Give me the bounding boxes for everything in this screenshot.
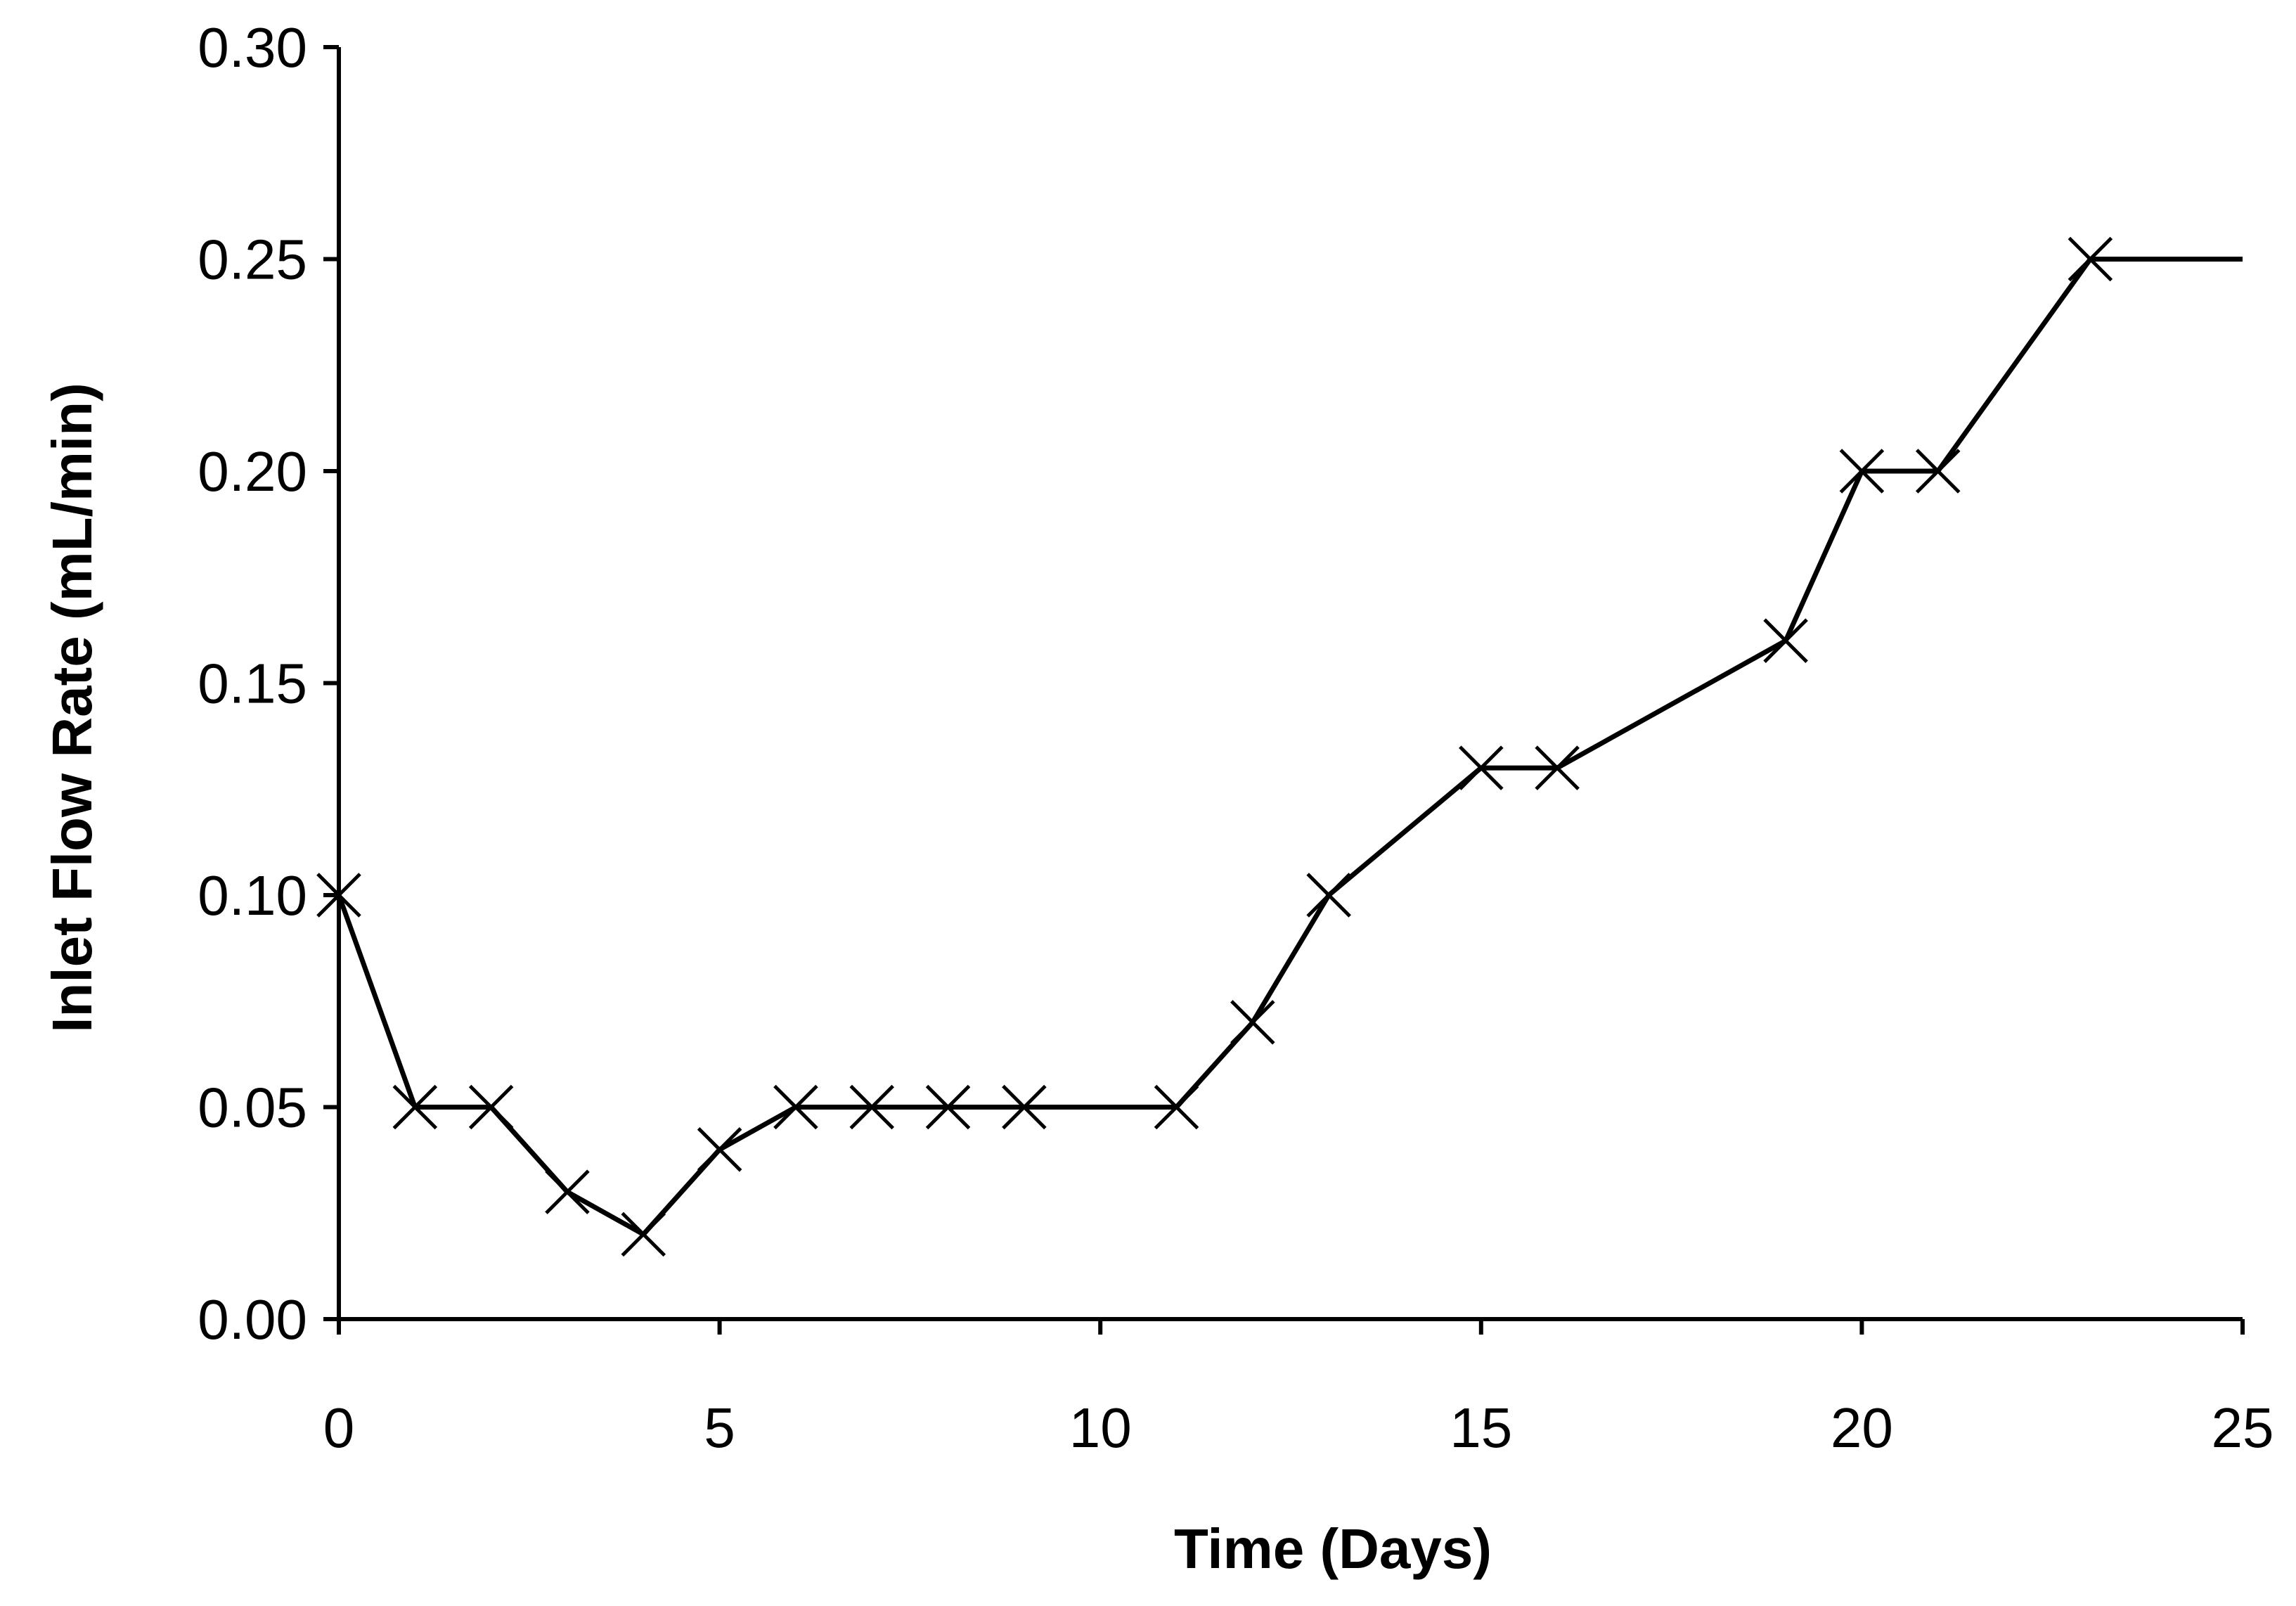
x-tick-label: 10	[1069, 1396, 1132, 1459]
x-axis-title: Time (Days)	[1174, 1517, 1492, 1580]
data-point-marker	[1459, 745, 1504, 790]
tick-labels: 0.00 0.05 0.10 0.15 0.20 0.25 0.30 0 5 10 15 20 25	[198, 16, 2274, 1459]
data-point-marker	[773, 1084, 818, 1130]
y-axis-title: Inlet Flow Rate (mL/min)	[41, 383, 103, 1032]
series-line	[336, 257, 2093, 1237]
data-point-marker	[316, 873, 361, 918]
data-point-marker	[1002, 1084, 1047, 1130]
x-tick-label: 0	[323, 1396, 355, 1459]
data-point-marker	[1154, 1084, 1199, 1130]
y-tick-label: 0.25	[198, 229, 307, 291]
axes	[323, 45, 2245, 1335]
x-tick-label: 20	[1831, 1396, 1893, 1459]
y-tick-label: 0.20	[198, 440, 307, 503]
y-tick-label: 0.15	[198, 653, 307, 715]
series-markers	[316, 236, 2113, 1257]
data-point-marker	[697, 1127, 742, 1172]
data-point-marker	[1915, 449, 1961, 494]
data-point-marker	[849, 1084, 895, 1130]
x-tick-label: 5	[704, 1396, 735, 1459]
data-point-marker	[468, 1084, 514, 1130]
x-tick-label: 25	[2212, 1396, 2274, 1459]
data-point-marker	[392, 1084, 438, 1130]
data-point-marker	[1763, 618, 1808, 663]
y-tick-label: 0.30	[198, 16, 307, 79]
y-tick-label: 0.00	[198, 1288, 307, 1351]
data-point-marker	[1230, 1000, 1275, 1045]
x-tick-label: 15	[1450, 1396, 1512, 1459]
data-point-marker	[1839, 449, 1885, 494]
data-point-marker	[545, 1169, 590, 1214]
y-tick-label: 0.05	[198, 1077, 307, 1139]
data-point-marker	[621, 1212, 666, 1257]
data-point-marker	[1306, 873, 1351, 918]
y-tick-label: 0.10	[198, 864, 307, 927]
data-point-marker	[1535, 745, 1580, 790]
data-point-marker	[2068, 236, 2113, 282]
data-point-marker	[925, 1084, 971, 1130]
series-inlet-flow-rate	[336, 257, 2243, 1237]
